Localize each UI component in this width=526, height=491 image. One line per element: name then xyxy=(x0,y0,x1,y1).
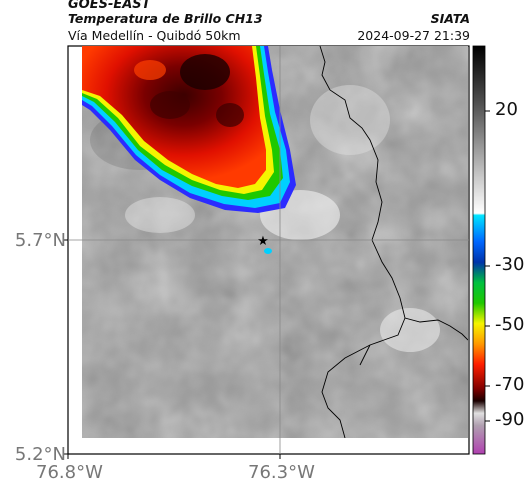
colorbar-tick-label: -30 xyxy=(495,254,525,275)
colorbar-tick-label: -70 xyxy=(495,374,525,395)
colorbar xyxy=(472,45,486,455)
lon-tick-label: 76.8°W xyxy=(36,462,103,483)
route-subtitle: Vía Medellín - Quibdó 50km xyxy=(68,28,241,43)
product-title: Temperatura de Brillo CH13 xyxy=(68,11,263,26)
cold-cloud-spot xyxy=(264,248,272,254)
satellite-title: GOES-EAST xyxy=(68,0,151,12)
colorbar-tick-label: 20 xyxy=(495,99,518,120)
star-marker: ★ xyxy=(257,234,269,249)
lat-tick-label: 5.7°N xyxy=(14,230,66,251)
colorbar-tick-label: -50 xyxy=(495,314,525,335)
lon-tick-label: 76.3°W xyxy=(248,462,315,483)
boundary-line xyxy=(319,46,468,341)
colorbar-tick-label: -90 xyxy=(495,409,525,430)
satellite-image xyxy=(82,46,468,438)
lat-tick-label: 5.2°N xyxy=(14,444,66,465)
colorbar-ticks xyxy=(485,110,490,422)
source-label: SIATA xyxy=(430,11,470,26)
datetime-label: 2024-09-27 21:39 xyxy=(357,28,470,43)
